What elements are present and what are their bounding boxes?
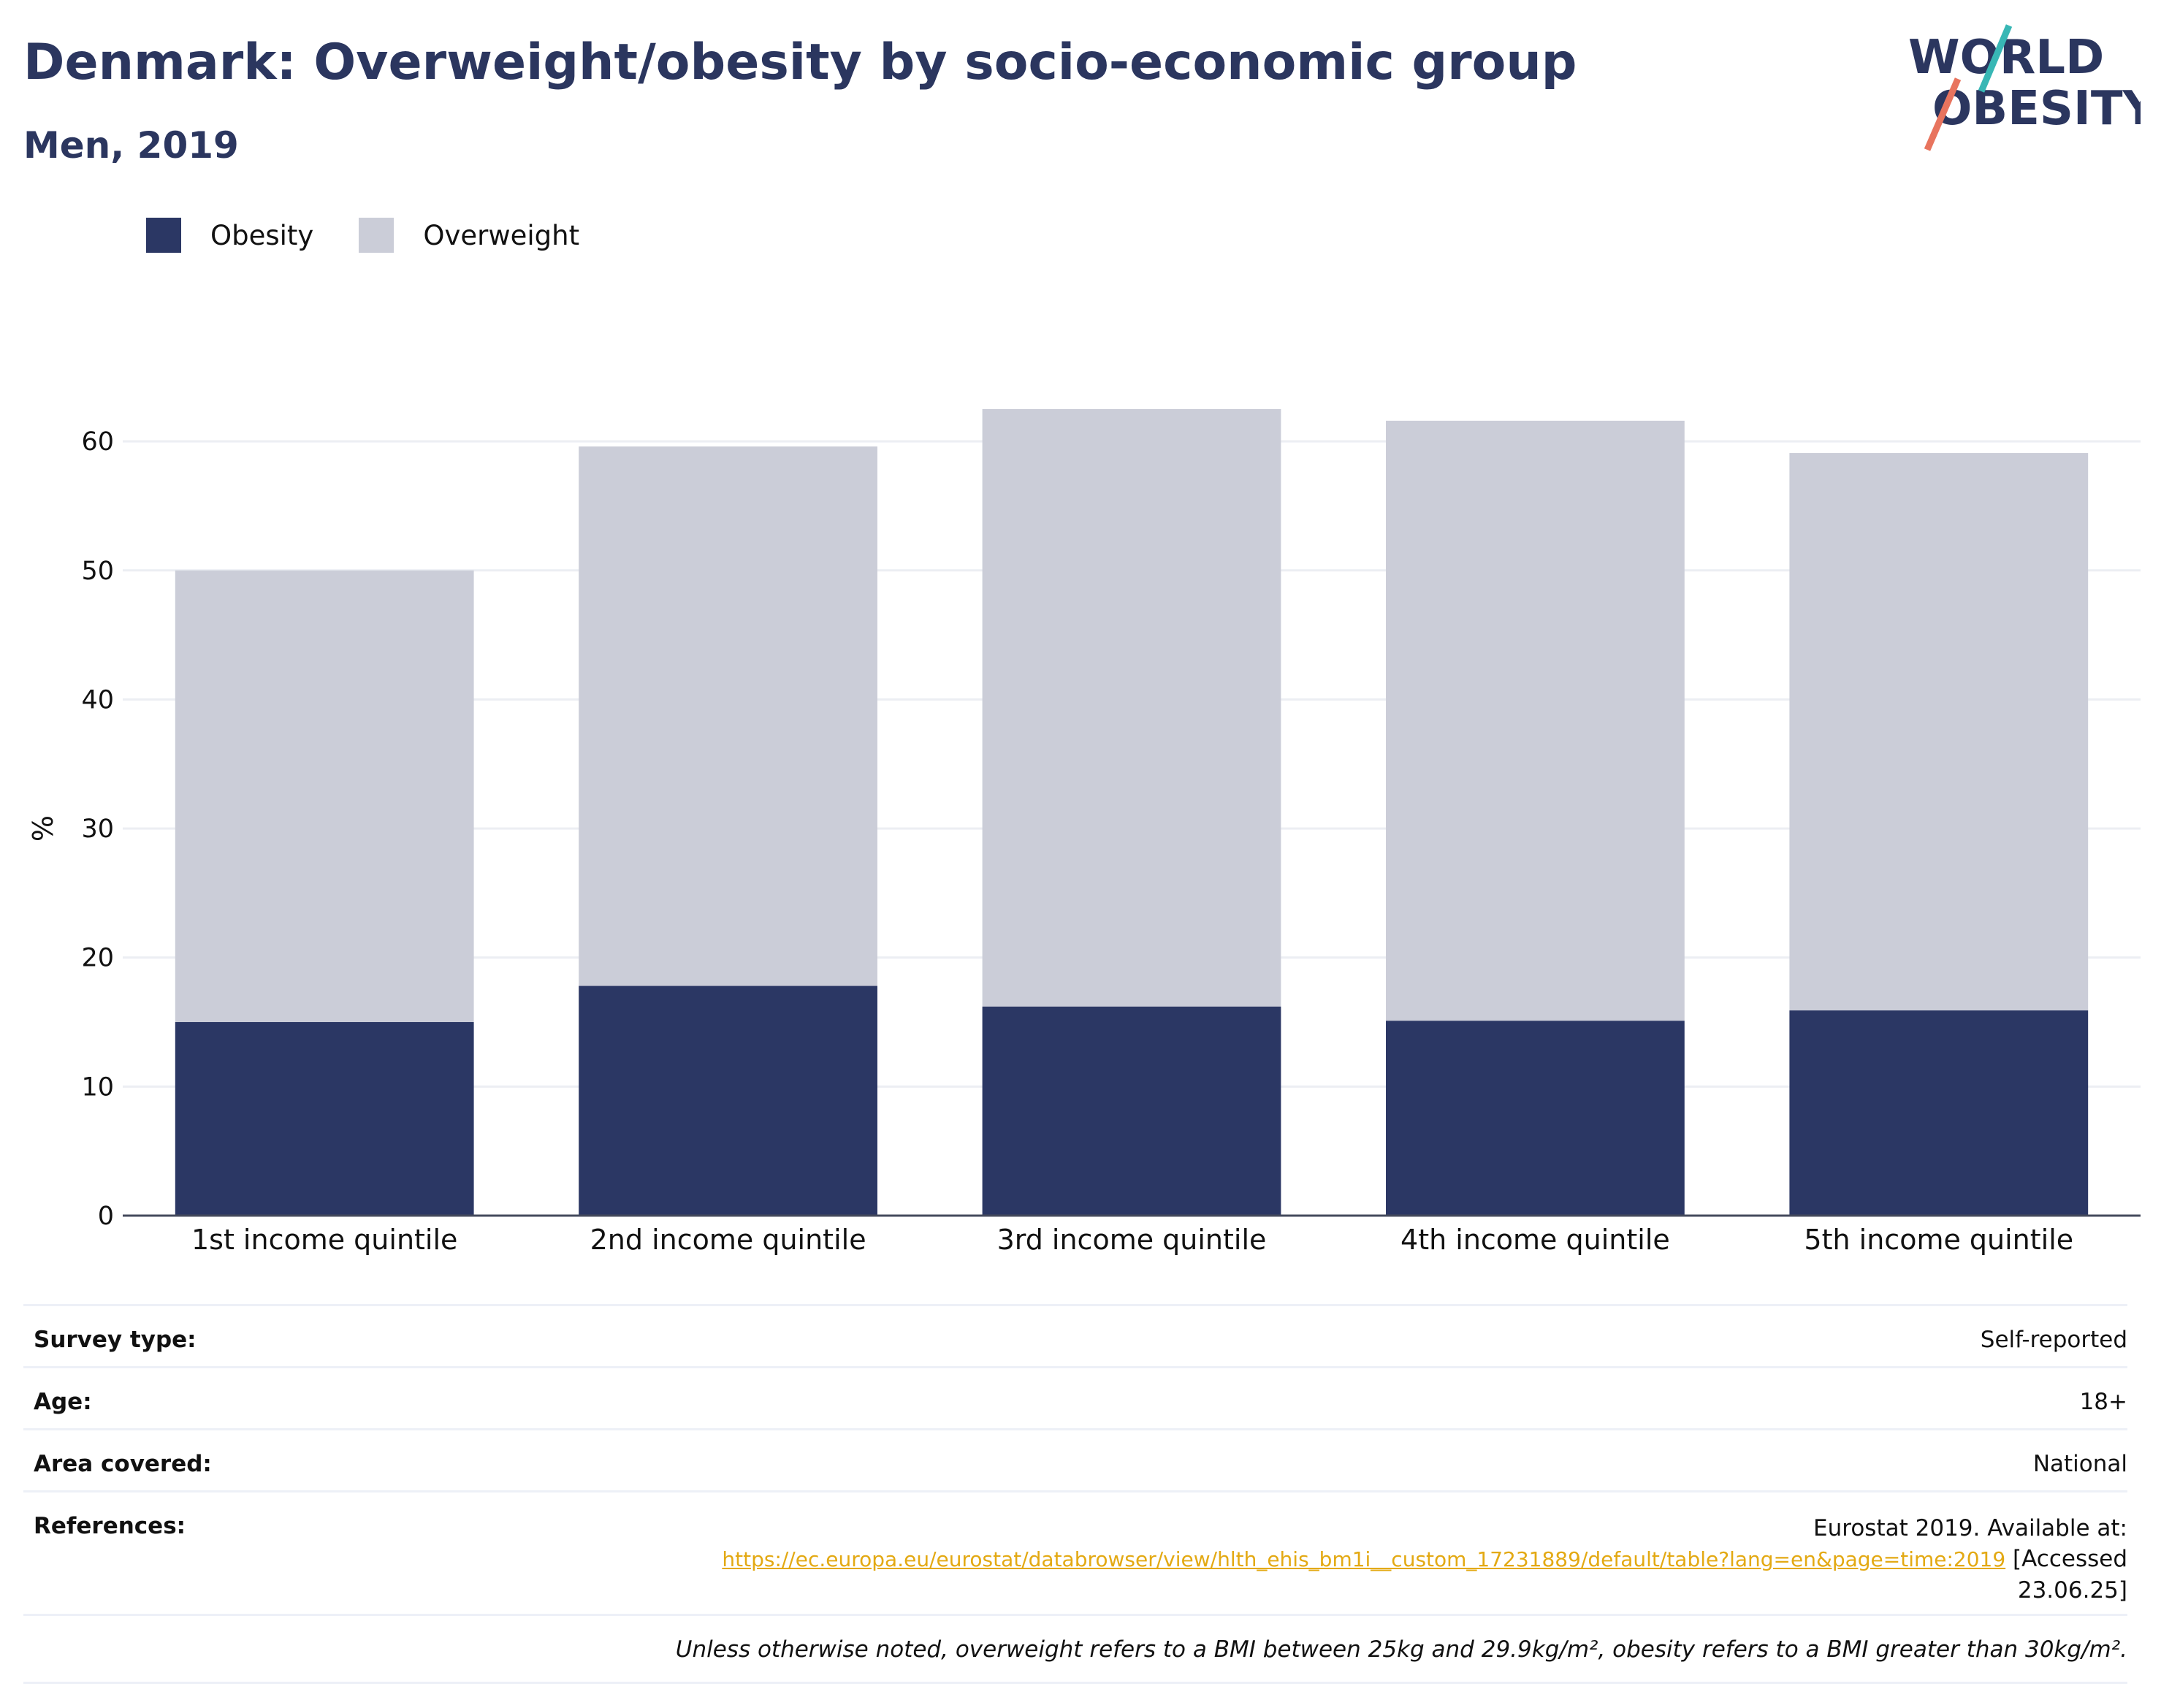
chart-legend: Obesity Overweight — [146, 218, 625, 253]
y-tick-label: 50 — [81, 557, 114, 586]
x-tick-label: 2nd income quintile — [590, 1224, 866, 1256]
age-value: 18+ — [2079, 1389, 2127, 1415]
area-value: National — [2032, 1451, 2127, 1477]
legend-swatch-obesity — [146, 218, 181, 253]
bar-overweight — [982, 409, 1281, 1007]
bar-overweight — [579, 446, 877, 986]
chart-subtitle: Men, 2019 — [23, 124, 239, 167]
x-tick-label: 3rd income quintile — [997, 1224, 1267, 1256]
info-row-survey-type: Survey type: Self-reported — [23, 1304, 2127, 1366]
x-tick-label: 1st income quintile — [191, 1224, 457, 1256]
x-tick-label: 4th income quintile — [1400, 1224, 1670, 1256]
info-row-area: Area covered: National — [23, 1428, 2127, 1490]
chart-title: Denmark: Overweight/obesity by socio-eco… — [23, 34, 1577, 91]
world-obesity-logo: WORLD OBESITY — [1908, 24, 2141, 151]
info-row-references: References: Eurostat 2019. Available at:… — [23, 1490, 2127, 1614]
bar-overweight — [1386, 420, 1685, 1021]
info-row-age: Age: 18+ — [23, 1366, 2127, 1428]
legend-label-obesity: Obesity — [210, 219, 314, 251]
legend-swatch-overweight — [359, 218, 395, 253]
bar-obesity — [579, 985, 877, 1216]
references-link[interactable]: https://ec.europa.eu/eurostat/databrowse… — [722, 1547, 2006, 1571]
info-table: Survey type: Self-reported Age: 18+ Area… — [23, 1304, 2127, 1684]
y-tick-label: 60 — [81, 427, 114, 457]
survey-type-value: Self-reported — [1980, 1327, 2127, 1353]
survey-type-label: Survey type: — [34, 1327, 197, 1353]
references-value: Eurostat 2019. Available at: https://ec.… — [722, 1513, 2127, 1614]
bar-obesity — [1789, 1010, 2089, 1216]
references-text: Eurostat 2019. Available at: — [1813, 1515, 2127, 1541]
y-axis-label: % — [27, 815, 59, 842]
bar-obesity — [175, 1022, 474, 1216]
bar-obesity — [1386, 1021, 1685, 1216]
bar-overweight — [1789, 453, 2089, 1011]
y-tick-label: 0 — [98, 1202, 114, 1231]
references-accessed-2: 23.06.25] — [2017, 1577, 2127, 1604]
y-tick-label: 20 — [81, 944, 114, 973]
x-tick-label: 5th income quintile — [1804, 1224, 2073, 1256]
legend-label-overweight: Overweight — [423, 219, 580, 251]
definition-note: Unless otherwise noted, overweight refer… — [23, 1614, 2127, 1684]
legend-item-obesity[interactable]: Obesity — [146, 218, 313, 253]
logo-word-obesity: OBESITY — [1932, 82, 2141, 136]
area-label: Area covered: — [34, 1451, 212, 1477]
bar-obesity — [982, 1006, 1281, 1216]
y-tick-label: 10 — [81, 1072, 114, 1102]
logo-slash-teal — [1978, 24, 2013, 93]
logo-slash-coral — [1924, 77, 1962, 151]
bar-overweight — [175, 570, 474, 1023]
references-accessed-1: [Accessed — [2013, 1546, 2127, 1572]
legend-item-overweight[interactable]: Overweight — [359, 218, 579, 253]
y-tick-label: 40 — [81, 685, 114, 714]
references-label: References: — [34, 1513, 186, 1539]
stacked-bar-chart: 0 10 20 30 40 50 60% 1st income quintile 2nd inc… — [27, 409, 2141, 1256]
age-label: Age: — [34, 1389, 92, 1415]
y-tick-label: 30 — [81, 815, 114, 844]
